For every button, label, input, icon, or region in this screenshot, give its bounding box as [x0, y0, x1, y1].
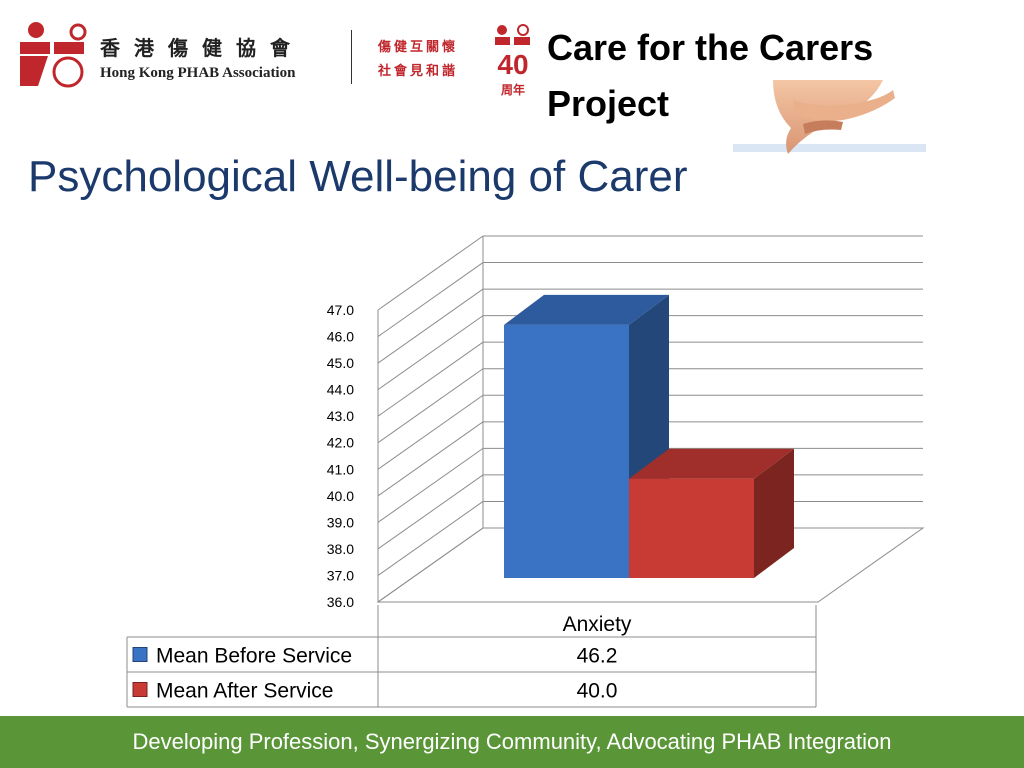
y-tick-label: 44.0 — [327, 382, 354, 398]
y-tick-label: 38.0 — [327, 541, 354, 557]
side-wall-gridline — [377, 421, 484, 497]
bar-after-service — [629, 448, 794, 578]
bar-before-service — [504, 294, 669, 578]
side-wall-gridline — [377, 235, 484, 311]
header-divider — [351, 30, 352, 84]
org-name-en: Hong Kong PHAB Association — [100, 65, 296, 81]
side-wall-gridline — [377, 394, 484, 470]
data-value-label: 40.0 — [577, 680, 618, 703]
bar-top-face — [629, 448, 794, 479]
anniversary-label: 周年 — [501, 82, 525, 97]
category-label: Anxiety — [563, 613, 632, 636]
side-wall-gridline — [377, 474, 484, 550]
y-tick-label: 46.0 — [327, 329, 354, 345]
side-wall-gridline — [377, 368, 484, 444]
y-tick-label: 37.0 — [327, 567, 354, 583]
y-tick-label: 36.0 — [327, 594, 354, 610]
side-wall-gridline — [377, 341, 484, 417]
phab-logo — [20, 22, 87, 88]
side-wall-gridline — [377, 262, 484, 337]
bar-front-face — [504, 324, 629, 578]
anniversary-number: 40 — [497, 49, 528, 80]
bar-side-face — [754, 448, 794, 578]
side-wall-gridline — [377, 447, 484, 523]
footer-bar: Developing Profession, Synergizing Commu… — [0, 716, 1024, 768]
slogan-line-2: 社會見和諧 — [378, 64, 459, 79]
anniversary-logo: 40 周年 — [495, 24, 530, 97]
footer-text: Developing Profession, Synergizing Commu… — [132, 729, 892, 754]
bar-top-face — [504, 294, 669, 325]
project-title: Care for the Carers Project — [547, 27, 874, 124]
slide-title: Psychological Well-being of Carer — [28, 152, 688, 201]
legend-key — [132, 682, 148, 697]
slogan: 傷健互關懷 社會見和諧 — [378, 36, 458, 84]
hands-image — [733, 80, 926, 154]
y-tick-label: 45.0 — [327, 355, 354, 371]
org-name-zh: 香港傷健協會 — [100, 36, 304, 60]
y-tick-label: 43.0 — [327, 408, 354, 424]
legend-label: Mean After Service — [156, 680, 333, 703]
y-tick-label: 47.0 — [327, 302, 354, 318]
side-wall-gridline — [377, 501, 484, 576]
bar-front-face — [629, 478, 754, 578]
legend-key — [132, 647, 148, 662]
legend-label: Mean Before Service — [156, 645, 352, 668]
y-tick-label: 39.0 — [327, 514, 354, 530]
side-wall-gridline — [377, 288, 484, 364]
y-tick-label: 41.0 — [327, 461, 354, 477]
y-tick-label: 42.0 — [327, 435, 354, 451]
data-value-label: 46.2 — [577, 645, 618, 668]
y-tick-label: 40.0 — [327, 488, 354, 504]
side-wall-gridline — [377, 527, 484, 603]
slogan-line-1: 傷健互關懷 — [378, 40, 459, 55]
side-wall-gridline — [377, 315, 484, 391]
